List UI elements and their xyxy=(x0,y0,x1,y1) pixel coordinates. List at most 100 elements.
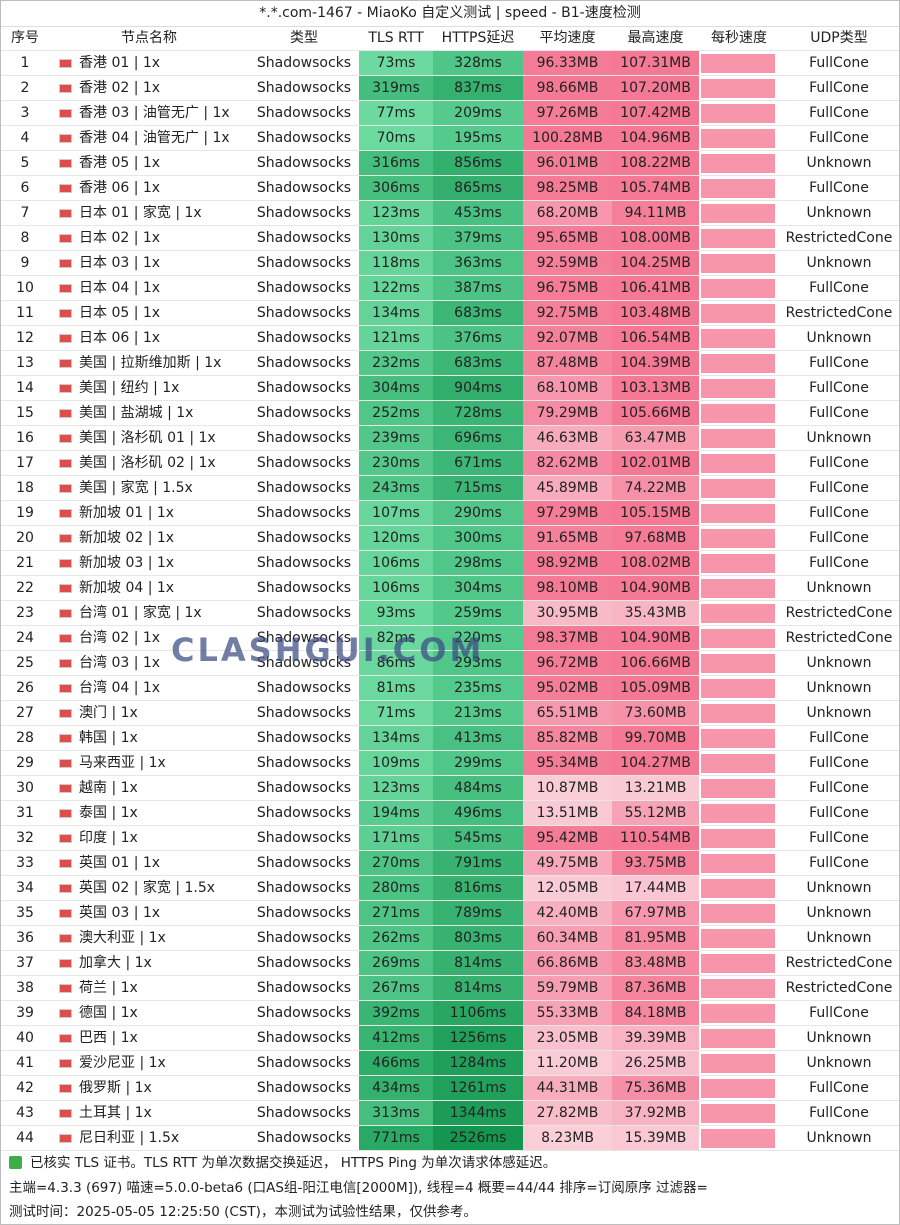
table-cell: Shadowsocks xyxy=(249,451,359,476)
table-cell: Unknown xyxy=(779,926,899,951)
table-cell: 12 xyxy=(1,326,49,351)
table-cell: RestrictedCone xyxy=(779,601,899,626)
table-cell: 96.01MB xyxy=(523,151,612,176)
table-cell: 837ms xyxy=(433,76,523,101)
speed-sparkline xyxy=(699,576,779,601)
node-name: 澳门 | 1x xyxy=(49,701,249,726)
table-cell: 32 xyxy=(1,826,49,851)
footer-line: 测试时间：2025-05-05 12:25:50 (CST)，本测试为试验性结果… xyxy=(9,1204,477,1220)
table-cell: 1261ms xyxy=(433,1076,523,1101)
table-cell: 252ms xyxy=(359,401,433,426)
table-cell: 293ms xyxy=(433,651,523,676)
speed-sparkline xyxy=(699,251,779,276)
table-cell: Unknown xyxy=(779,151,899,176)
table-cell: 98.10MB xyxy=(523,576,612,601)
table-cell: RestrictedCone xyxy=(779,626,899,651)
table-cell: 17.44MB xyxy=(612,876,699,901)
sparkline-fill xyxy=(701,79,775,98)
table-cell: 95.02MB xyxy=(523,676,612,701)
node-name: 越南 | 1x xyxy=(49,776,249,801)
speed-sparkline xyxy=(699,1026,779,1051)
table-cell: 298ms xyxy=(433,551,523,576)
table-cell: Shadowsocks xyxy=(249,101,359,126)
speed-sparkline xyxy=(699,526,779,551)
table-cell: Shadowsocks xyxy=(249,976,359,1001)
table-cell: Shadowsocks xyxy=(249,1126,359,1151)
table-cell: 220ms xyxy=(433,626,523,651)
speed-sparkline xyxy=(699,626,779,651)
table-cell: 271ms xyxy=(359,901,433,926)
table-cell: 12.05MB xyxy=(523,876,612,901)
table-cell: FullCone xyxy=(779,826,899,851)
table-cell: 35.43MB xyxy=(612,601,699,626)
flag-icon xyxy=(59,284,72,293)
table-cell: Unknown xyxy=(779,676,899,701)
table-cell: 65.51MB xyxy=(523,701,612,726)
table-cell: 95.34MB xyxy=(523,751,612,776)
table-cell: Shadowsocks xyxy=(249,701,359,726)
sparkline-fill xyxy=(701,929,775,948)
table-cell: 13.21MB xyxy=(612,776,699,801)
node-name: 英国 03 | 1x xyxy=(49,901,249,926)
table-cell: 96.72MB xyxy=(523,651,612,676)
flag-icon xyxy=(59,84,72,93)
flag-icon xyxy=(59,334,72,343)
sparkline-fill xyxy=(701,54,775,73)
table-cell: 39 xyxy=(1,1001,49,1026)
table-cell: 10 xyxy=(1,276,49,301)
table-cell: FullCone xyxy=(779,276,899,301)
table-cell: 466ms xyxy=(359,1051,433,1076)
table-cell: 194ms xyxy=(359,801,433,826)
flag-icon xyxy=(59,809,72,818)
table-cell: 70ms xyxy=(359,126,433,151)
table-cell: 49.75MB xyxy=(523,851,612,876)
table-cell: Shadowsocks xyxy=(249,126,359,151)
flag-icon xyxy=(59,959,72,968)
table-cell: 14 xyxy=(1,376,49,401)
node-name: 新加坡 02 | 1x xyxy=(49,526,249,551)
table-cell: 230ms xyxy=(359,451,433,476)
sparkline-fill xyxy=(701,654,775,673)
sparkline-fill xyxy=(701,754,775,773)
node-name: 台湾 03 | 1x xyxy=(49,651,249,676)
table-cell: 73ms xyxy=(359,51,433,76)
table-cell: 5 xyxy=(1,151,49,176)
sparkline-fill xyxy=(701,354,775,373)
node-name: 日本 05 | 1x xyxy=(49,301,249,326)
table-cell: FullCone xyxy=(779,551,899,576)
table-cell: 363ms xyxy=(433,251,523,276)
speed-sparkline xyxy=(699,901,779,926)
table-cell: FullCone xyxy=(779,851,899,876)
table-cell: 92.59MB xyxy=(523,251,612,276)
flag-icon xyxy=(59,609,72,618)
table-cell: Shadowsocks xyxy=(249,1101,359,1126)
table-cell: Shadowsocks xyxy=(249,151,359,176)
sparkline-fill xyxy=(701,479,775,498)
table-cell: Shadowsocks xyxy=(249,926,359,951)
node-name: 印度 | 1x xyxy=(49,826,249,851)
speed-sparkline xyxy=(699,951,779,976)
speed-sparkline xyxy=(699,301,779,326)
sparkline-fill xyxy=(701,254,775,273)
table-cell: FullCone xyxy=(779,76,899,101)
table-cell: 44.31MB xyxy=(523,1076,612,1101)
table-cell: 94.11MB xyxy=(612,201,699,226)
node-name: 德国 | 1x xyxy=(49,1001,249,1026)
speed-sparkline xyxy=(699,976,779,1001)
sparkline-fill xyxy=(701,954,775,973)
node-name: 台湾 01 | 家宽 | 1x xyxy=(49,601,249,626)
table-cell: Shadowsocks xyxy=(249,751,359,776)
table-cell: 93ms xyxy=(359,601,433,626)
table-cell: 171ms xyxy=(359,826,433,851)
table-cell: 67.97MB xyxy=(612,901,699,926)
table-cell: Shadowsocks xyxy=(249,376,359,401)
table-cell: 68.10MB xyxy=(523,376,612,401)
table-cell: 2 xyxy=(1,76,49,101)
table-cell: 259ms xyxy=(433,601,523,626)
table-cell: 300ms xyxy=(433,526,523,551)
flag-icon xyxy=(59,134,72,143)
speed-sparkline xyxy=(699,326,779,351)
node-name: 香港 01 | 1x xyxy=(49,51,249,76)
node-name: 日本 06 | 1x xyxy=(49,326,249,351)
speed-sparkline xyxy=(699,426,779,451)
